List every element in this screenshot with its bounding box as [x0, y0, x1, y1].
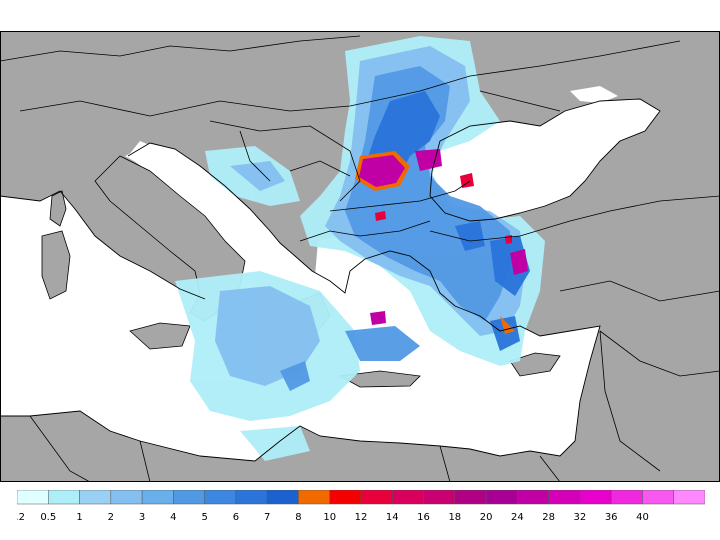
legend-tick-label: 10 — [323, 512, 336, 523]
legend-swatches — [17, 490, 705, 505]
legend-tick-label: 5 — [201, 512, 207, 523]
legend-swatch — [392, 490, 424, 505]
legend-swatch — [423, 490, 456, 505]
sardinia — [41, 230, 71, 300]
legend-swatch — [266, 490, 299, 505]
precipitation-map — [0, 31, 720, 482]
legend-swatch — [485, 490, 518, 505]
legend-swatch — [360, 490, 393, 505]
legend-swatch — [48, 490, 80, 505]
legend-tick-label: 36 — [605, 512, 618, 523]
black-sea — [430, 99, 660, 221]
legend-swatch — [204, 490, 237, 505]
legend-swatch — [642, 490, 674, 505]
legend-swatch — [17, 490, 49, 505]
legend-tick-label: 0.5 — [40, 512, 56, 523]
adriatic-sea — [125, 143, 270, 241]
sicily — [129, 322, 191, 350]
legend-tick-label: 24 — [511, 512, 524, 523]
legend-swatch — [79, 490, 112, 505]
legend-tick-label: 1 — [76, 512, 82, 523]
legend-swatch — [141, 490, 174, 505]
legend-tick-label: 0.2 — [17, 512, 25, 523]
legend-tick-label: 12 — [355, 512, 368, 523]
country-borders — [0, 35, 720, 482]
precipitation-field — [175, 36, 545, 461]
legend-tick-label: 18 — [448, 512, 461, 523]
legend-swatch — [110, 490, 143, 505]
legend-swatch — [173, 490, 205, 505]
legend-swatch — [517, 490, 549, 505]
legend-tick-label: 8 — [295, 512, 301, 523]
legend-tick-label: 28 — [542, 512, 555, 523]
crete — [338, 370, 421, 388]
legend-swatch — [235, 490, 268, 505]
legend-tick-label: 7 — [264, 512, 270, 523]
legend-swatch — [329, 490, 362, 505]
legend-tick-label: 2 — [108, 512, 114, 523]
legend-tick-label: 32 — [574, 512, 587, 523]
legend-tick-label: 3 — [139, 512, 145, 523]
legend-swatch — [673, 490, 705, 505]
legend-swatch — [298, 490, 330, 505]
legend-tick-label: 4 — [170, 512, 176, 523]
legend-swatch — [454, 490, 487, 505]
legend-tick-label: 6 — [233, 512, 239, 523]
azov-sea — [570, 86, 618, 103]
coastline — [0, 98, 661, 462]
cyprus — [509, 352, 561, 377]
legend-tick-label: 40 — [636, 512, 649, 523]
legend-tick-label: 16 — [417, 512, 430, 523]
legend-tick-label: 20 — [480, 512, 493, 523]
legend-swatch — [579, 490, 612, 505]
legend-tick-label: 14 — [386, 512, 399, 523]
legend-swatch — [610, 490, 643, 505]
legend-swatch — [548, 490, 581, 505]
